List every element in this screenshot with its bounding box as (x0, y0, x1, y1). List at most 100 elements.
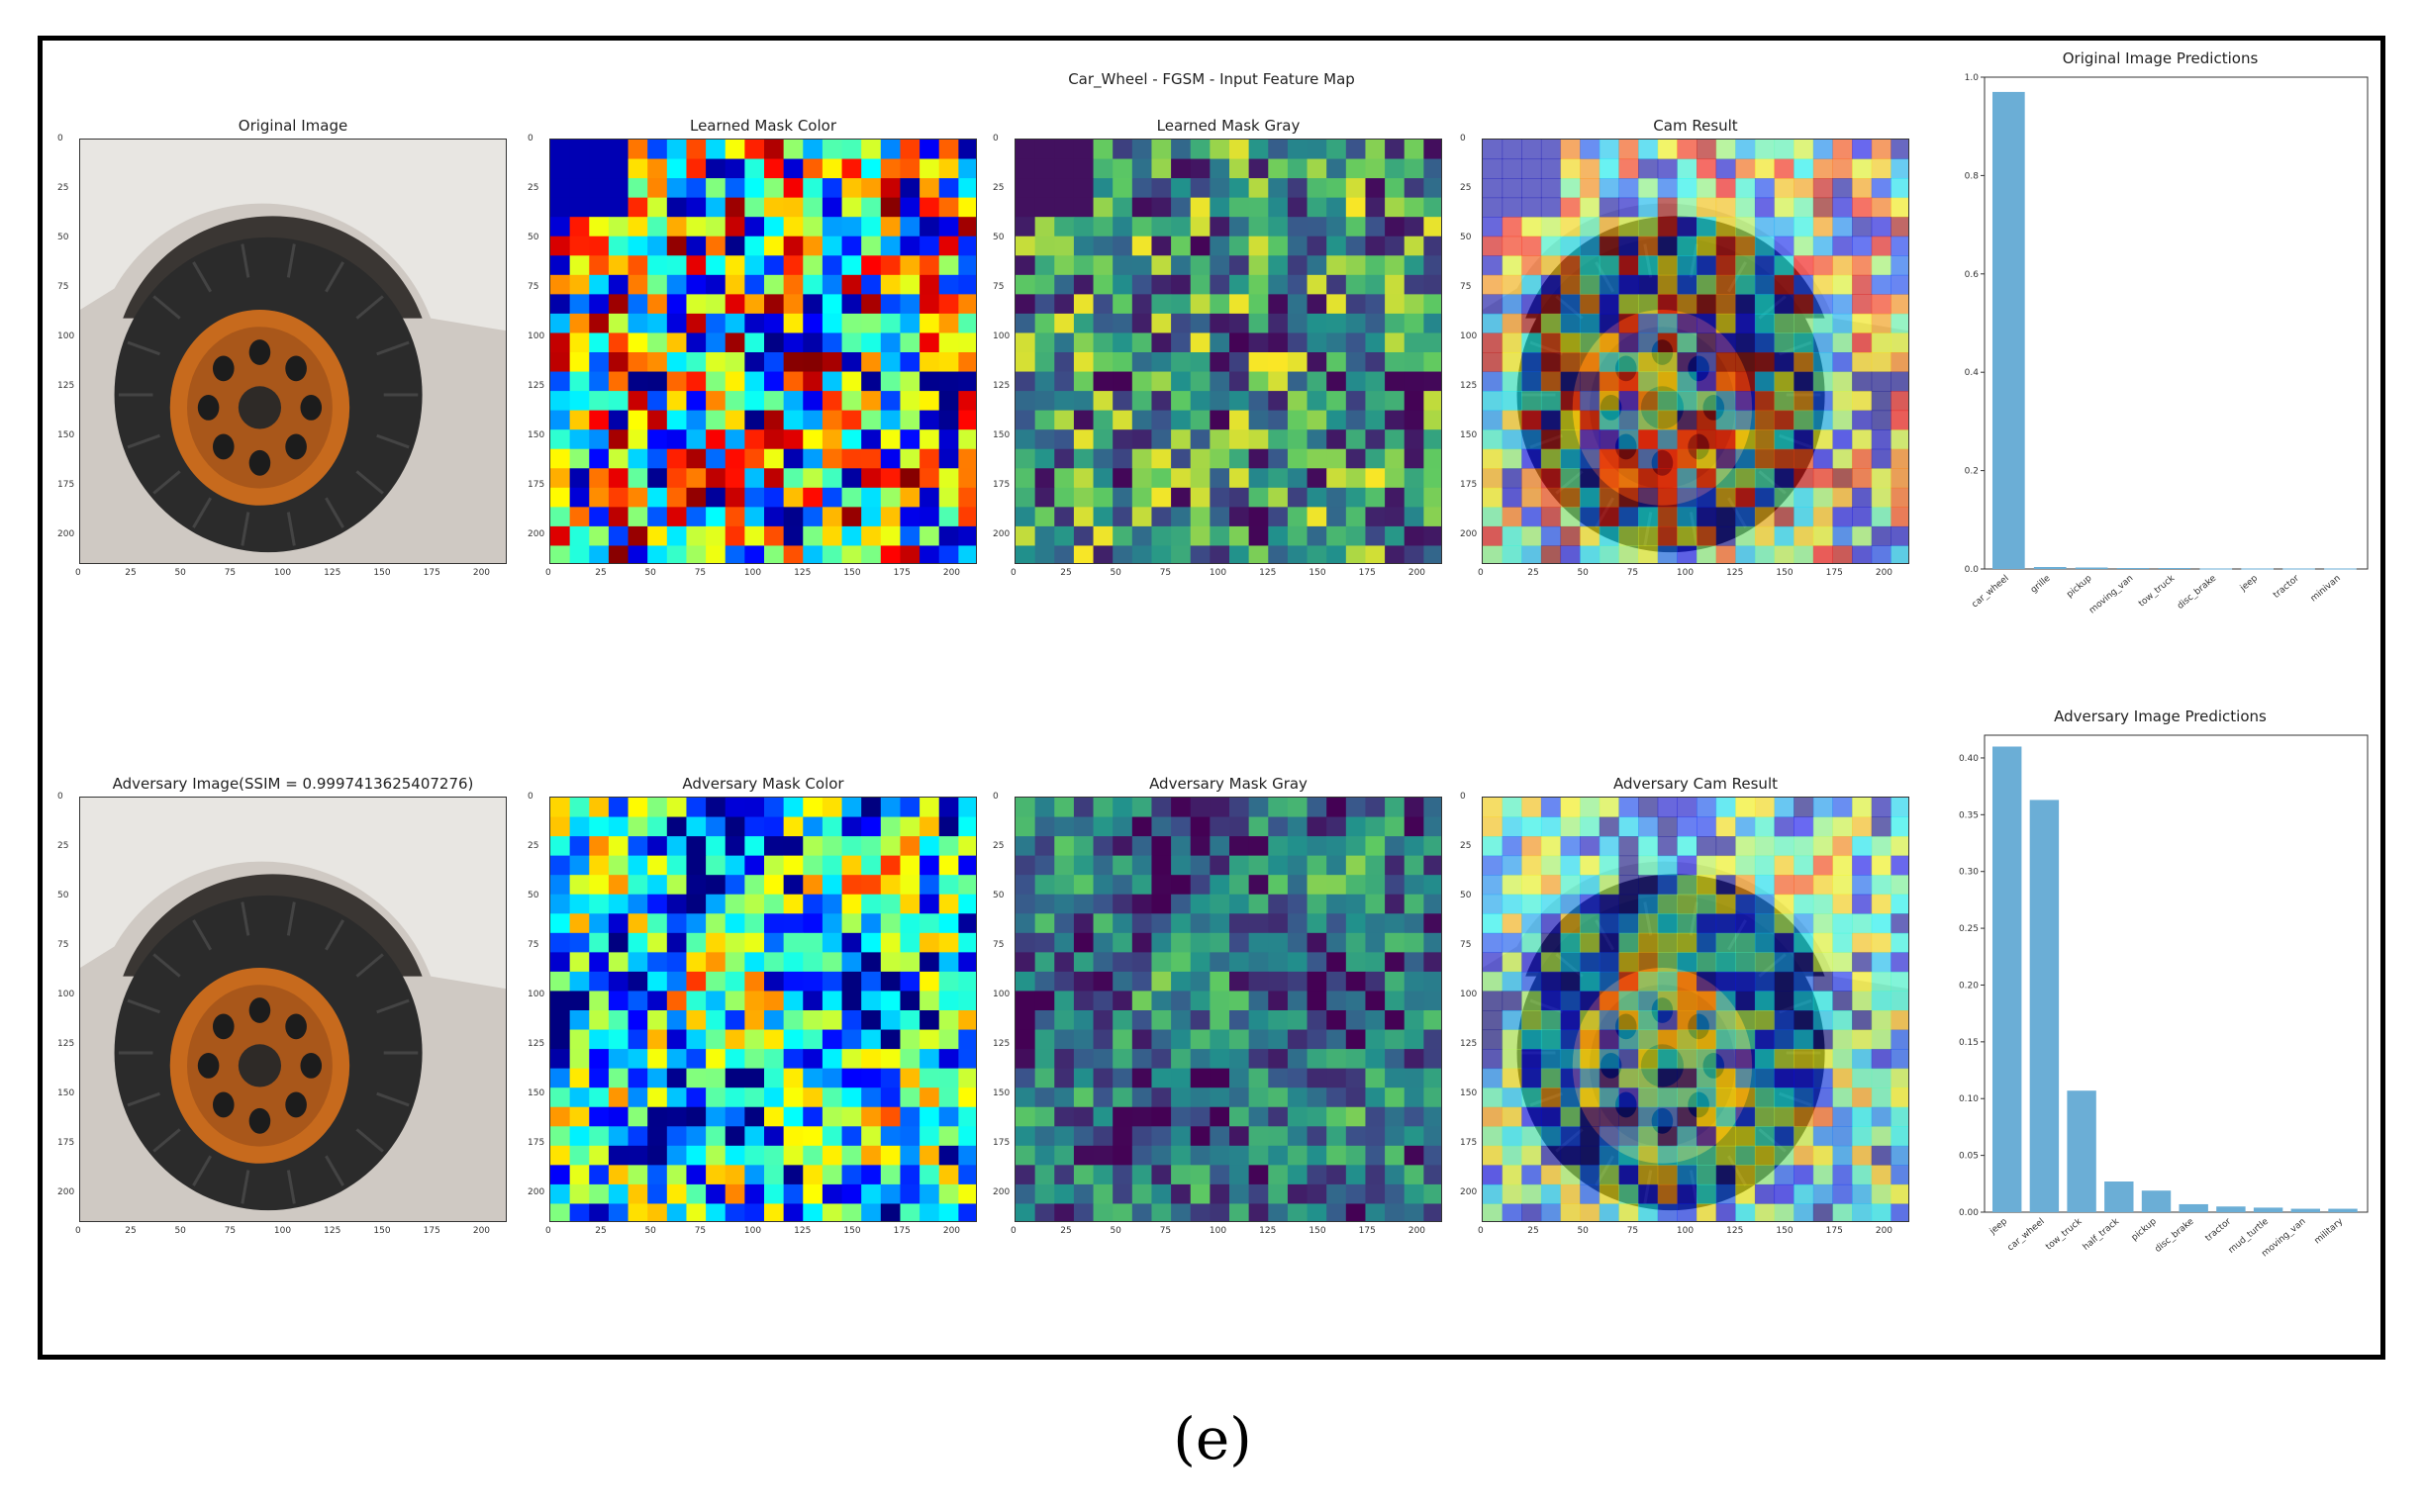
mask-cell (1599, 217, 1619, 237)
mask-cell (1891, 1029, 1908, 1050)
mask-cell (920, 429, 940, 450)
mask-cell (686, 855, 707, 876)
mask-cell (1521, 1029, 1542, 1050)
mask-cell (1093, 255, 1114, 276)
mask-cell (1326, 140, 1347, 160)
x-tick-label: tow_truck (2137, 573, 2178, 609)
mask-cell (1657, 894, 1678, 914)
mask-cell (1268, 1106, 1289, 1127)
mask-cell (1404, 332, 1424, 353)
mask-cell (686, 274, 707, 295)
mask-cell (569, 410, 590, 430)
mask-cell (764, 487, 785, 508)
y-tick-label: 150 (528, 430, 545, 440)
x-tick-label: 175 (423, 568, 440, 578)
mask-cell (1326, 894, 1347, 914)
mask-cell (1891, 875, 1908, 896)
mask-cell (900, 991, 921, 1011)
mask-cell (706, 352, 727, 373)
mask-cell (1326, 816, 1347, 837)
mask-cell (647, 197, 668, 218)
mask-cell (1697, 1145, 1717, 1166)
mask-cell (1248, 236, 1269, 256)
mask-cell (1638, 197, 1659, 218)
mask-cell (1483, 971, 1504, 992)
mask-cell (1287, 894, 1309, 914)
mask-cell (1423, 545, 1441, 563)
mask-cell (1599, 545, 1619, 563)
y-tick-label: 0.0 (1965, 565, 1980, 575)
mask-cell (822, 371, 843, 392)
mask-cell (1580, 313, 1600, 333)
mask-cell (764, 1106, 785, 1127)
mask-cell (1307, 932, 1327, 953)
mask-cell (1735, 1165, 1756, 1185)
mask-cell (1677, 448, 1698, 469)
mask-cell (744, 836, 765, 857)
mask-cell (1190, 875, 1211, 896)
mask-cell (686, 178, 707, 199)
mask-cell (900, 1203, 921, 1221)
mask-cell (783, 352, 804, 373)
mask-cell (1054, 1183, 1075, 1204)
mask-cell (958, 487, 976, 508)
mask-cell (1697, 236, 1717, 256)
mask-cell (1580, 178, 1600, 199)
mask-cell (1326, 1183, 1347, 1204)
y-tick-label: 150 (1460, 1088, 1478, 1098)
mask-cell (1483, 507, 1504, 527)
mask-cell (1697, 1010, 1717, 1031)
mask-cell (1054, 875, 1075, 896)
mask-cell (841, 1203, 862, 1221)
mask-cell (1638, 158, 1659, 179)
mask-cell (608, 178, 630, 199)
mask-cell (1638, 178, 1659, 199)
mask-cell (1754, 217, 1776, 237)
mask-cell (1502, 1165, 1522, 1185)
mask-cell (900, 332, 921, 353)
mask-cell (803, 932, 824, 953)
mask-cell (861, 371, 882, 392)
mask-cell (938, 1145, 959, 1166)
mask-cell (1326, 1068, 1347, 1088)
mask-cell (628, 1087, 648, 1108)
mask-cell (1677, 894, 1698, 914)
mask-cell (1404, 855, 1424, 876)
mask-cell (1794, 197, 1814, 218)
mask-cell (1326, 1087, 1347, 1108)
mask-cell (841, 178, 862, 199)
mask-cell (1483, 1029, 1504, 1050)
mask-cell (589, 1126, 610, 1147)
mask-cell (1540, 836, 1562, 857)
mask-cell (725, 836, 745, 857)
mask-cell (1754, 313, 1776, 333)
mask-cell (1657, 507, 1678, 527)
x-tick-label: 50 (644, 568, 656, 578)
mask-cell (647, 487, 668, 508)
mask-cell (1345, 1087, 1366, 1108)
mask-cell (1287, 140, 1309, 160)
mask-cell (1404, 274, 1424, 295)
mask-cell (1560, 525, 1581, 546)
mask-cell (1812, 429, 1833, 450)
mask-cell (1580, 913, 1600, 934)
mask-cell (1735, 932, 1756, 953)
mask-cell (550, 952, 571, 973)
mask-cell (1891, 816, 1908, 837)
mask-cell (1599, 371, 1619, 392)
mask-cell (1190, 236, 1211, 256)
mask-cell (589, 1165, 610, 1185)
mask-cell (550, 294, 571, 315)
mask-cell (861, 274, 882, 295)
mask-cell (1832, 236, 1853, 256)
mask-cell (803, 294, 824, 315)
mask-cell (1365, 932, 1386, 953)
mask-cell (1229, 1010, 1250, 1031)
mask-cell (1307, 952, 1327, 973)
mask-cell (958, 836, 976, 857)
mask-cell (1113, 1126, 1133, 1147)
mask-cell (1540, 1029, 1562, 1050)
y-tick-label: 0 (528, 792, 534, 802)
mask-cell (569, 1145, 590, 1166)
mask-cell (1365, 991, 1386, 1011)
